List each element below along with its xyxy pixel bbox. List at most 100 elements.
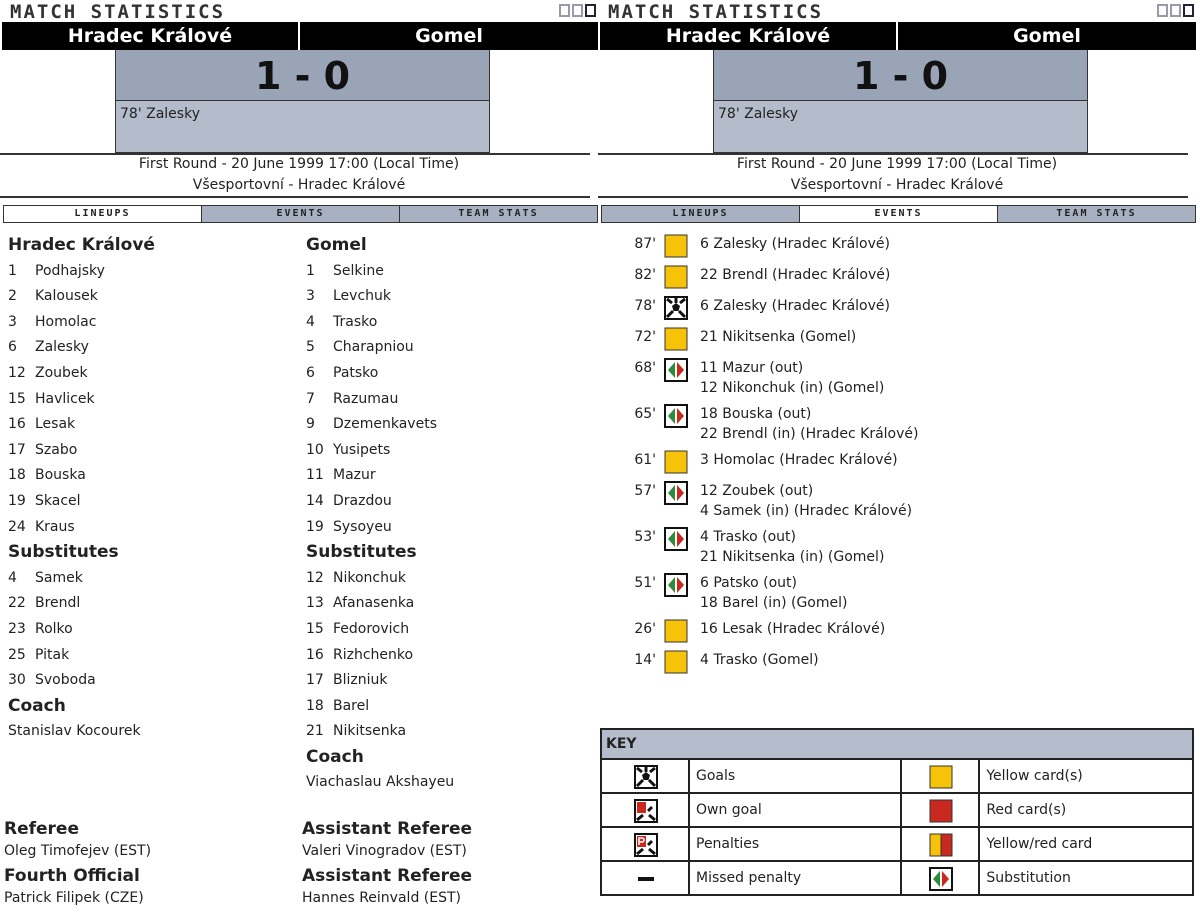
window-button-icon[interactable] (1170, 4, 1181, 17)
key-icon-cell (600, 826, 690, 862)
home-lineup: Hradec Králové 1 Podhajsky 2 Kalousek 3 Homola… (8, 233, 155, 745)
shirt-number: 18 (8, 467, 26, 484)
player-name[interactable]: Barel (333, 697, 370, 714)
player-name[interactable]: Razumau (333, 390, 399, 407)
player-name[interactable]: Bouska (35, 467, 86, 484)
event-row: 57' 12 Zoubek (out) 4 Samek (in) (Hradec K… (598, 478, 1196, 524)
player-name[interactable]: Selkine (333, 262, 384, 279)
tab-lineups[interactable]: LINEUPS (602, 206, 799, 222)
event-row: 78' 6 Zalesky (Hradec Králové) (598, 293, 1196, 324)
player-row: 4 Trasko (306, 310, 454, 336)
window-button-icon[interactable] (1157, 4, 1168, 17)
event-text: 21 Nikitsenka (in) (Gomel) (700, 549, 885, 565)
event-row: 65' 18 Bouska (out) 22 Brendl (in) (Hradec… (598, 401, 1196, 447)
window-controls[interactable] (559, 4, 596, 17)
player-name[interactable]: Mazur (333, 467, 376, 484)
player-row: 1 Selkine (306, 259, 454, 285)
window-controls[interactable] (1157, 4, 1194, 17)
tab-team-stats[interactable]: TEAM STATS (997, 206, 1195, 222)
player-name[interactable]: Pitak (35, 646, 70, 663)
event-row: 68' 11 Mazur (out) 12 Nikonchuk (in) (Gome… (598, 355, 1196, 401)
player-name[interactable]: Rizhchenko (333, 646, 414, 663)
player-row: 10 Yusipets (306, 438, 454, 464)
player-name[interactable]: Samek (35, 569, 83, 586)
player-name[interactable]: Zalesky (35, 339, 89, 356)
event-details: 6 Patsko (out) 18 Barel (in) (Gomel) (700, 573, 847, 613)
player-name[interactable]: Homolac (35, 313, 97, 330)
substitute-row: 30 Svoboda (8, 668, 155, 694)
team-bar: Hradec Králové Gomel (600, 22, 1196, 50)
event-details: 16 Lesak (Hradec Králové) (700, 619, 885, 639)
substitute-row: 18 Barel (306, 694, 454, 720)
player-name[interactable]: Afanasenka (333, 595, 415, 612)
player-name[interactable]: Sysoyeu (333, 518, 392, 535)
tab-bar: LINEUPS EVENTS TEAM STATS (3, 205, 598, 223)
player-name[interactable]: Fedorovich (333, 620, 410, 637)
divider (0, 196, 590, 198)
shirt-number: 25 (8, 646, 26, 663)
player-name[interactable]: Drazdou (333, 492, 392, 509)
event-details: 18 Bouska (out) 22 Brendl (in) (Hradec Kr… (700, 404, 918, 444)
shirt-number: 14 (306, 492, 324, 509)
event-text: 4 Trasko (out) (700, 529, 796, 545)
tab-events[interactable]: EVENTS (799, 206, 997, 222)
shirt-number: 19 (8, 492, 26, 509)
player-name[interactable]: Podhajsky (35, 262, 105, 279)
event-details: 22 Brendl (Hradec Králové) (700, 265, 890, 285)
player-name[interactable]: Svoboda (35, 672, 96, 689)
event-details: 4 Trasko (Gomel) (700, 650, 819, 670)
shirt-number: 22 (8, 595, 26, 612)
shirt-number: 6 (8, 339, 17, 356)
event-text: 4 Samek (in) (Hradec Králové) (700, 503, 913, 519)
player-name[interactable]: Kraus (35, 518, 75, 535)
player-name[interactable]: Levchuk (333, 288, 392, 305)
substitute-row: 4 Samek (8, 566, 155, 592)
divider (598, 153, 1188, 155)
substitutes-heading: Substitutes (306, 542, 417, 563)
player-name[interactable]: Nikitsenka (333, 723, 407, 740)
window-button-icon[interactable] (585, 4, 596, 17)
substitute-row: 23 Rolko (8, 617, 155, 643)
player-row: 11 Mazur (306, 463, 454, 489)
key-label: Missed penalty (687, 860, 903, 896)
player-name[interactable]: Nikonchuk (333, 569, 406, 586)
player-name[interactable]: Dzemenkavets (333, 416, 437, 433)
shirt-number: 19 (306, 518, 324, 535)
events-list: 87' 6 Zalesky (Hradec Králové) 82' 22 Brend… (598, 231, 1196, 678)
panel-title: MATCH STATISTICS (10, 1, 226, 23)
player-name[interactable]: Brendl (35, 595, 81, 612)
player-name[interactable]: Lesak (35, 416, 76, 433)
shirt-number: 12 (306, 569, 324, 586)
event-minute: 14' (634, 652, 656, 668)
event-text: 6 Zalesky (Hradec Králové) (700, 236, 890, 252)
player-name[interactable]: Szabo (35, 441, 78, 458)
player-name[interactable]: Yusipets (333, 441, 391, 458)
player-name[interactable]: Blizniuk (333, 672, 388, 689)
event-row: 51' 6 Patsko (out) 18 Barel (in) (Gomel) (598, 570, 1196, 616)
player-row: 6 Zalesky (8, 335, 155, 361)
yellow-card-icon (664, 265, 688, 289)
tab-team-stats[interactable]: TEAM STATS (399, 206, 597, 222)
yellow-card-icon (664, 450, 688, 474)
window-button-icon[interactable] (572, 4, 583, 17)
window-button-icon[interactable] (559, 4, 570, 17)
window-button-icon[interactable] (1183, 4, 1194, 17)
player-name[interactable]: Patsko (333, 364, 379, 381)
player-name[interactable]: Rolko (35, 620, 73, 637)
home-team: Hradec Králové (600, 22, 898, 50)
player-name[interactable]: Charapniou (333, 339, 414, 356)
event-details: 12 Zoubek (out) 4 Samek (in) (Hradec Král… (700, 481, 912, 521)
official: Assistant Referee Hannes Reinvald (EST) (302, 865, 472, 909)
player-name[interactable]: Havlicek (35, 390, 95, 407)
home-team: Hradec Králové (2, 22, 300, 50)
player-name[interactable]: Trasko (333, 313, 378, 330)
player-name[interactable]: Zoubek (35, 364, 88, 381)
panel-title: MATCH STATISTICS (608, 1, 824, 23)
player-name[interactable]: Kalousek (35, 288, 98, 305)
coach-heading: Coach (8, 695, 66, 716)
player-name[interactable]: Skacel (35, 492, 81, 509)
tab-events[interactable]: EVENTS (201, 206, 399, 222)
shirt-number: 10 (306, 441, 324, 458)
shirt-number: 15 (306, 620, 324, 637)
tab-lineups[interactable]: LINEUPS (4, 206, 201, 222)
